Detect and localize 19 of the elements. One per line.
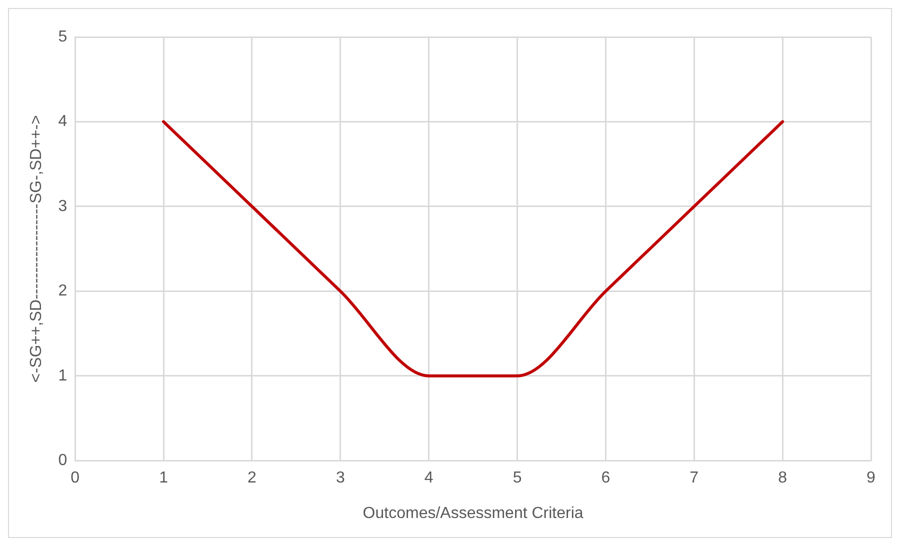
- x-axis-title: Outcomes/Assessment Criteria: [362, 504, 584, 522]
- x-tick-label: 5: [512, 470, 522, 487]
- x-tick-label: 6: [601, 470, 610, 487]
- x-tick-label: 4: [424, 470, 434, 487]
- y-tick-label: 5: [58, 28, 68, 46]
- x-tick-label: 8: [778, 470, 788, 487]
- x-tick-label: 1: [159, 470, 168, 487]
- y-tick-label: 2: [58, 282, 68, 300]
- x-tick-label: 9: [866, 470, 876, 487]
- x-tick-label: 7: [690, 470, 699, 487]
- y-tick-label: 1: [58, 367, 68, 384]
- y-tick-label: 0: [58, 452, 68, 470]
- x-tick-label: 3: [336, 470, 345, 487]
- y-tick-label: 3: [58, 198, 68, 215]
- x-tick-label: 2: [248, 470, 257, 487]
- x-tick-label: 0: [70, 470, 80, 487]
- line-series: [162, 120, 784, 378]
- y-axis-title: <-SG++,SD------------------SG-,SD++->: [28, 115, 46, 383]
- y-tick-label: 4: [58, 113, 68, 130]
